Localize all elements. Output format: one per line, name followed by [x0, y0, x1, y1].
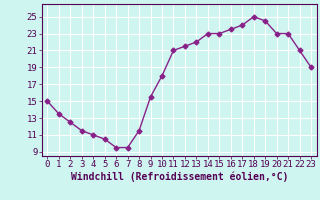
X-axis label: Windchill (Refroidissement éolien,°C): Windchill (Refroidissement éolien,°C)	[70, 172, 288, 182]
